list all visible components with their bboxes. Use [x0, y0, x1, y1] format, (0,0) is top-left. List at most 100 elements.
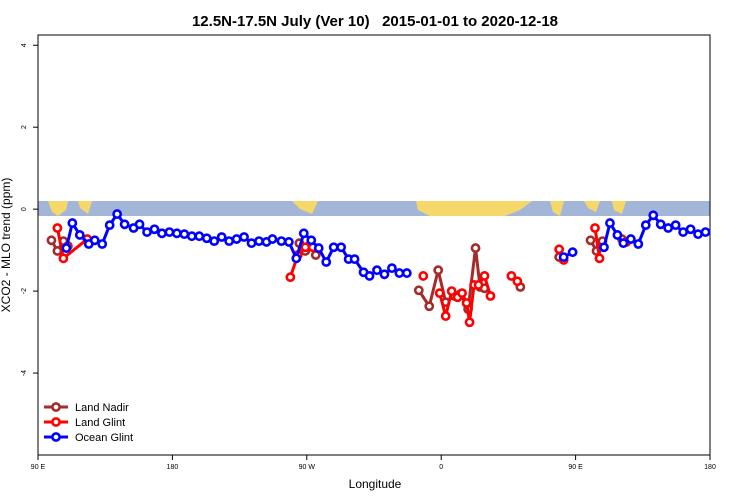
data-point — [470, 243, 481, 253]
data-point — [61, 243, 72, 253]
legend-label: Ocean Glint — [75, 432, 133, 444]
data-point — [298, 228, 309, 239]
x-tick-label: 180 — [167, 464, 179, 471]
data-point — [433, 265, 444, 276]
data-point — [585, 235, 596, 246]
y-tick-label: -4 — [21, 370, 28, 376]
x-tick-label: 90 E — [31, 464, 46, 471]
data-point — [246, 238, 257, 249]
data-point — [605, 218, 615, 228]
data-point — [171, 228, 182, 239]
data-point — [612, 230, 623, 240]
data-point — [52, 223, 63, 233]
x-tick-label: 0 — [439, 464, 443, 471]
series-line — [417, 247, 485, 315]
data-point — [306, 235, 317, 246]
data-point — [186, 231, 197, 242]
legend-label: Land Glint — [75, 417, 125, 429]
data-point — [670, 220, 681, 231]
series-line — [593, 227, 601, 259]
data-point — [157, 228, 167, 239]
chart-title: 12.5N-17.5N July (Ver 10) 2015-01-01 to … — [192, 13, 558, 30]
data-point — [285, 272, 296, 283]
plot-frame — [37, 34, 711, 456]
data-point — [554, 244, 565, 255]
data-point — [485, 291, 496, 301]
data-point — [663, 223, 674, 233]
y-tick-label: -2 — [21, 288, 28, 294]
data-point — [401, 268, 412, 278]
x-tick-label: 90 W — [299, 464, 316, 471]
data-point — [461, 298, 472, 308]
data-point — [74, 230, 85, 240]
data-point — [89, 235, 100, 246]
x-tick-label: 90 E — [568, 464, 583, 471]
data-point — [479, 271, 490, 281]
data-point — [58, 253, 69, 264]
data-point — [291, 253, 302, 264]
data-point — [473, 280, 484, 290]
data-point — [700, 227, 711, 237]
legend-marker — [51, 402, 61, 412]
data-point — [164, 227, 175, 237]
map-strip — [38, 201, 710, 216]
data-point — [446, 286, 457, 296]
data-point — [618, 238, 629, 249]
data-point — [685, 224, 696, 235]
data-point — [276, 236, 287, 247]
data-point — [349, 254, 360, 265]
data-point — [209, 236, 220, 247]
data-point — [372, 265, 382, 276]
data-point — [387, 263, 397, 274]
data-point — [457, 288, 468, 299]
x-tick-label: 180 — [704, 464, 716, 471]
data-point — [640, 220, 651, 231]
legend-marker — [51, 417, 61, 427]
data-point — [119, 219, 130, 230]
data-point — [594, 253, 605, 264]
x-axis-label: Longitude — [349, 477, 402, 491]
data-point — [633, 239, 644, 249]
data-point — [464, 317, 475, 328]
data-point — [424, 301, 435, 312]
data-point — [97, 239, 108, 249]
data-point — [194, 231, 205, 242]
data-point — [67, 218, 78, 228]
series-line — [64, 211, 407, 278]
data-point — [112, 209, 123, 219]
data-point — [590, 223, 600, 233]
data-point — [201, 233, 212, 244]
data-point — [655, 219, 666, 230]
data-point — [693, 229, 703, 240]
data-point — [558, 252, 569, 262]
data-point — [104, 220, 115, 231]
y-axis-label: XCO2 - MLO trend (ppm) — [0, 178, 13, 313]
data-point — [413, 285, 424, 296]
data-point — [625, 234, 636, 244]
y-tick-label: 0 — [21, 207, 28, 211]
data-point — [678, 227, 689, 237]
data-point — [149, 224, 160, 235]
data-point — [239, 232, 249, 242]
data-point — [216, 232, 227, 242]
data-point — [394, 268, 405, 278]
data-point — [567, 247, 578, 258]
data-point — [512, 276, 523, 287]
data-point — [313, 243, 324, 253]
data-point — [418, 271, 429, 281]
data-point — [336, 242, 347, 253]
data-point — [179, 229, 190, 240]
data-point — [283, 237, 294, 247]
data-point — [254, 236, 264, 247]
data-point — [328, 242, 339, 253]
legend-marker — [51, 432, 61, 442]
y-tick-label: 2 — [21, 125, 28, 129]
data-point — [321, 257, 332, 267]
data-point — [440, 311, 451, 321]
data-point — [599, 242, 609, 253]
data-point — [364, 271, 375, 281]
data-point — [506, 271, 517, 281]
data-point — [134, 219, 145, 230]
data-point — [231, 234, 242, 244]
